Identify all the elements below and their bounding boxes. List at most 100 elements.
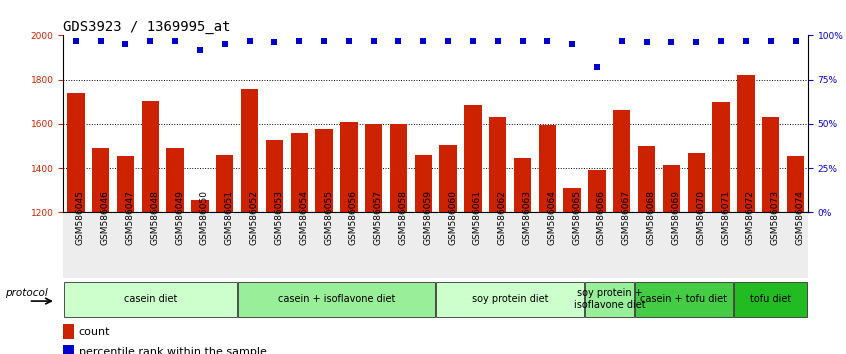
Text: GSM586056: GSM586056: [349, 190, 358, 245]
Text: GSM586057: GSM586057: [374, 190, 382, 245]
Point: [193, 47, 206, 52]
Bar: [241, 88, 258, 354]
Bar: [486, 214, 510, 278]
Bar: [63, 214, 88, 278]
Text: casein + isoflavone diet: casein + isoflavone diet: [277, 294, 395, 304]
Bar: [439, 145, 457, 354]
FancyBboxPatch shape: [437, 282, 584, 316]
Point: [665, 40, 678, 45]
Bar: [609, 214, 634, 278]
Bar: [361, 214, 386, 278]
Bar: [287, 214, 311, 278]
Bar: [783, 214, 808, 278]
Bar: [684, 214, 709, 278]
Text: casein diet: casein diet: [124, 294, 177, 304]
Bar: [563, 188, 581, 354]
Bar: [337, 214, 361, 278]
Bar: [67, 93, 85, 354]
Bar: [191, 200, 209, 354]
Point: [69, 38, 83, 44]
Point: [168, 38, 182, 44]
Text: GSM586058: GSM586058: [398, 190, 408, 245]
Point: [565, 41, 579, 47]
Bar: [659, 214, 684, 278]
Bar: [365, 124, 382, 354]
Point: [640, 40, 653, 45]
Point: [788, 38, 802, 44]
Point: [591, 64, 604, 70]
Bar: [688, 153, 705, 354]
Point: [516, 38, 530, 44]
Bar: [63, 345, 74, 354]
Bar: [88, 214, 113, 278]
Point: [615, 38, 629, 44]
Text: GSM586055: GSM586055: [324, 190, 333, 245]
Bar: [733, 214, 758, 278]
Text: GSM586068: GSM586068: [646, 190, 656, 245]
Bar: [141, 101, 159, 354]
Text: GSM586064: GSM586064: [547, 190, 557, 245]
Point: [293, 38, 306, 44]
Text: GSM586066: GSM586066: [597, 190, 606, 245]
Bar: [737, 75, 755, 354]
Text: GSM586048: GSM586048: [151, 190, 159, 245]
Bar: [415, 155, 432, 354]
Point: [392, 38, 405, 44]
Point: [118, 41, 132, 47]
Bar: [460, 214, 486, 278]
Text: GSM586062: GSM586062: [497, 190, 507, 245]
Text: soy protein +
isoflavone diet: soy protein + isoflavone diet: [574, 288, 645, 310]
Text: GSM586054: GSM586054: [299, 190, 308, 245]
Text: percentile rank within the sample: percentile rank within the sample: [79, 347, 266, 354]
Text: GSM586059: GSM586059: [423, 190, 432, 245]
Bar: [464, 105, 481, 354]
Bar: [585, 214, 609, 278]
Point: [491, 38, 504, 44]
Point: [367, 38, 381, 44]
Text: protocol: protocol: [5, 288, 48, 298]
Text: GSM586052: GSM586052: [250, 190, 259, 245]
Text: GSM586069: GSM586069: [672, 190, 680, 245]
Point: [541, 38, 554, 44]
Bar: [188, 214, 212, 278]
Point: [764, 38, 777, 44]
Text: GSM586051: GSM586051: [225, 190, 233, 245]
Text: GSM586072: GSM586072: [746, 190, 755, 245]
FancyBboxPatch shape: [64, 282, 237, 316]
FancyBboxPatch shape: [634, 282, 733, 316]
Text: GSM586071: GSM586071: [721, 190, 730, 245]
Bar: [539, 125, 556, 354]
Bar: [63, 324, 74, 339]
Text: soy protein diet: soy protein diet: [472, 294, 548, 304]
Text: GSM586046: GSM586046: [101, 190, 110, 245]
Text: GSM586067: GSM586067: [622, 190, 631, 245]
Text: GSM586061: GSM586061: [473, 190, 482, 245]
Bar: [316, 130, 332, 354]
Text: GSM586070: GSM586070: [696, 190, 706, 245]
Point: [466, 38, 480, 44]
Text: GSM586045: GSM586045: [76, 190, 85, 245]
Point: [218, 41, 232, 47]
Point: [739, 38, 753, 44]
Point: [94, 38, 107, 44]
Text: GSM586053: GSM586053: [274, 190, 283, 245]
Point: [442, 38, 455, 44]
Point: [317, 38, 331, 44]
Bar: [762, 117, 779, 354]
Bar: [266, 141, 283, 354]
Bar: [167, 148, 184, 354]
Bar: [712, 102, 730, 354]
Text: casein + tofu diet: casein + tofu diet: [640, 294, 728, 304]
Bar: [162, 214, 188, 278]
Bar: [436, 214, 460, 278]
Text: GSM586049: GSM586049: [175, 190, 184, 245]
Text: GDS3923 / 1369995_at: GDS3923 / 1369995_at: [63, 21, 231, 34]
FancyBboxPatch shape: [585, 282, 634, 316]
Bar: [237, 214, 262, 278]
Bar: [340, 122, 358, 354]
Bar: [311, 214, 337, 278]
Bar: [535, 214, 560, 278]
Bar: [262, 214, 287, 278]
Text: GSM586063: GSM586063: [523, 190, 531, 245]
Bar: [489, 117, 507, 354]
